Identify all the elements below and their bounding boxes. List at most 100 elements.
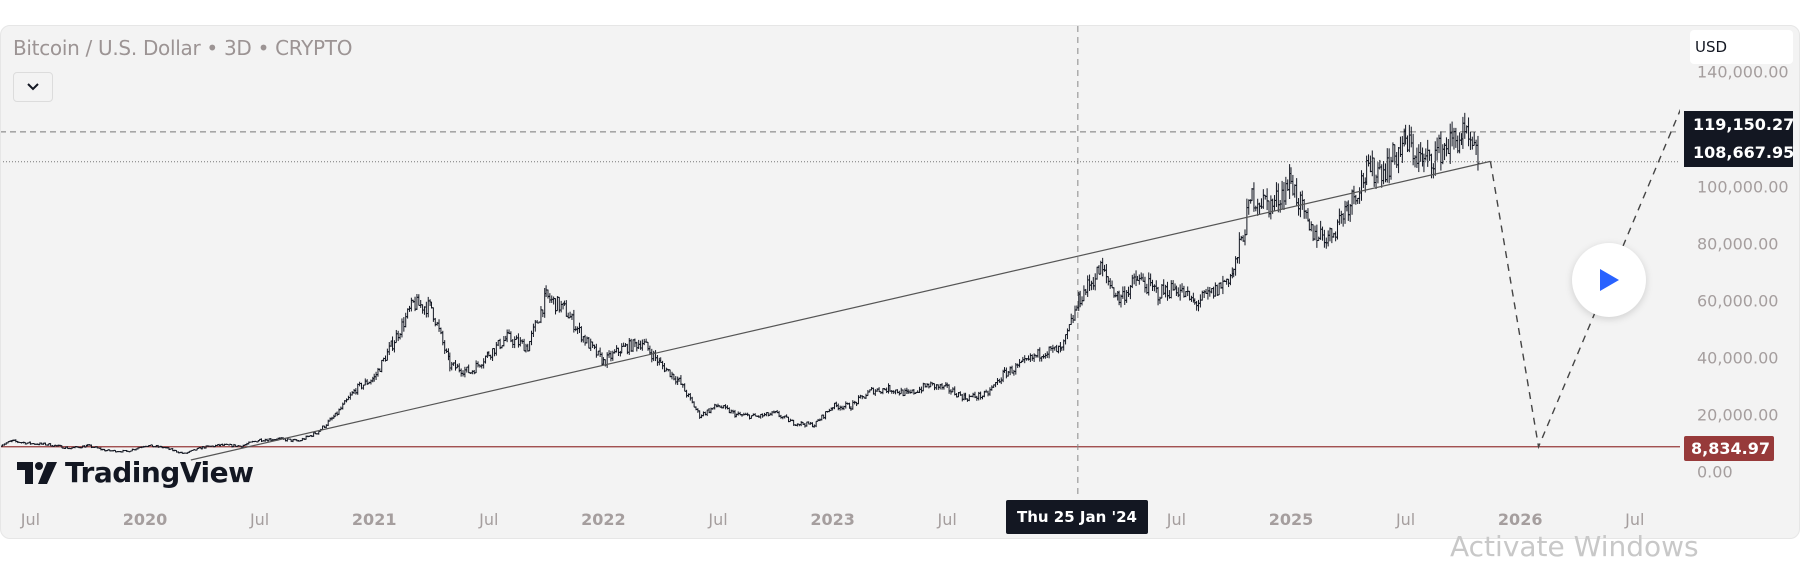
ohlc-bar: [329, 418, 332, 422]
y-tick-label: 60,000.00: [1697, 291, 1778, 310]
ohlc-bar: [1352, 186, 1355, 204]
ohlc-bar: [866, 390, 869, 396]
ohlc-bar: [1424, 148, 1427, 160]
ohlc-bar: [587, 337, 590, 348]
ohlc-bar: [1105, 264, 1108, 283]
ohlc-bar: [641, 340, 644, 351]
ohlc-bar: [1162, 279, 1165, 295]
ohlc-bar: [1310, 221, 1313, 231]
ohlc-bar: [1216, 285, 1219, 296]
ohlc-bar: [445, 348, 448, 352]
ohlc-bar: [700, 415, 703, 419]
ohlc-bar: [471, 370, 474, 374]
ohlc-bar: [1447, 139, 1450, 154]
ohlc-bar: [1308, 219, 1311, 231]
ohlc-bar: [432, 307, 435, 321]
ohlc-bar: [595, 344, 598, 358]
high-price-label: 119,150.27: [1684, 111, 1793, 139]
x-tick-label: 2025: [1269, 510, 1314, 529]
ohlc-bar: [1463, 113, 1466, 139]
ohlc-bar: [463, 367, 466, 378]
ohlc-bar: [1097, 265, 1100, 274]
ohlc-bar: [683, 383, 686, 391]
play-button[interactable]: [1572, 243, 1646, 317]
ohlc-bar: [353, 389, 356, 394]
ohlc-bar: [1401, 136, 1404, 163]
ohlc-bar: [425, 302, 428, 318]
ohlc-bar: [364, 378, 367, 385]
ohlc-bar: [1177, 287, 1180, 297]
collapse-legend-button[interactable]: [13, 72, 53, 102]
ohlc-bar: [597, 351, 600, 356]
ohlc-bar: [1395, 152, 1398, 168]
ohlc-bar: [1362, 173, 1365, 188]
ohlc-bar: [462, 370, 465, 376]
ohlc-bar: [1012, 370, 1015, 376]
ohlc-bar: [1033, 353, 1036, 362]
ohlc-bar: [491, 348, 494, 361]
ohlc-bar: [839, 406, 842, 411]
ohlc-bar: [1323, 230, 1326, 248]
currency-select[interactable]: USD: [1690, 30, 1793, 64]
tradingview-logo[interactable]: TradingView: [17, 456, 253, 489]
ohlc-bar: [1048, 346, 1051, 358]
ohlc-bar: [1018, 359, 1021, 367]
ohlc-bar: [1123, 286, 1126, 305]
ohlc-bar: [1218, 283, 1221, 295]
ohlc-bar: [1305, 210, 1308, 219]
ohlc-bar: [1114, 293, 1117, 298]
ohlc-bar: [388, 342, 391, 355]
x-tick-label: 2023: [810, 510, 855, 529]
ohlc-bar: [349, 392, 352, 399]
ohlc-bar: [1214, 282, 1217, 296]
ohlc-bar: [909, 390, 912, 394]
x-tick-label: 2020: [123, 510, 168, 529]
ohlc-bar: [669, 370, 672, 378]
ohlc-bar: [404, 313, 407, 328]
ohlc-bar: [961, 394, 964, 401]
ohlc-bar: [929, 382, 932, 387]
ohlc-bar: [1199, 294, 1202, 307]
ohlc-bar: [1038, 347, 1041, 361]
ohlc-bar: [1340, 211, 1343, 224]
ohlc-bar: [1066, 328, 1069, 339]
x-tick-label: Jul: [708, 510, 727, 529]
ohlc-bar: [837, 404, 840, 411]
ohlc-bar: [1254, 206, 1257, 212]
ohlc-bar: [820, 415, 823, 421]
ohlc-bar: [1125, 290, 1128, 303]
ohlc-bar: [1055, 345, 1058, 352]
ohlc-bar: [652, 351, 655, 361]
ohlc-bar: [835, 402, 838, 407]
ohlc-bar: [972, 393, 975, 398]
ohlc-bar: [1203, 290, 1206, 298]
ohlc-bar: [1138, 274, 1141, 284]
ohlc-bar: [900, 388, 903, 394]
ohlc-bar: [519, 337, 522, 346]
ohlc-bar: [951, 387, 954, 392]
ohlc-bar: [1160, 284, 1163, 298]
ohlc-bar: [1238, 232, 1241, 264]
ohlc-bar: [1057, 346, 1060, 354]
ohlc-bar: [1273, 195, 1276, 211]
ohlc-bar: [434, 318, 437, 326]
ohlc-bar: [1023, 355, 1026, 363]
ohlc-bar: [979, 392, 982, 400]
ohlc-bar: [671, 372, 674, 380]
ohlc-bar: [1369, 156, 1372, 173]
ohlc-bar: [1142, 273, 1145, 281]
ohlc-bar: [1282, 182, 1285, 210]
ohlc-bar: [548, 293, 551, 303]
ohlc-bar: [1275, 182, 1278, 207]
ohlc-bar: [476, 361, 479, 367]
ohlc-bar: [1354, 195, 1357, 205]
ohlc-bar: [546, 290, 549, 299]
ohlc-bar: [1244, 229, 1247, 245]
play-icon: [1598, 268, 1620, 292]
x-tick-label: Jul: [938, 510, 957, 529]
ohlc-bar: [1147, 272, 1150, 295]
ohlc-bar: [661, 361, 664, 369]
x-tick-label: Jul: [250, 510, 269, 529]
activate-windows-watermark: Activate Windows: [1450, 530, 1699, 563]
